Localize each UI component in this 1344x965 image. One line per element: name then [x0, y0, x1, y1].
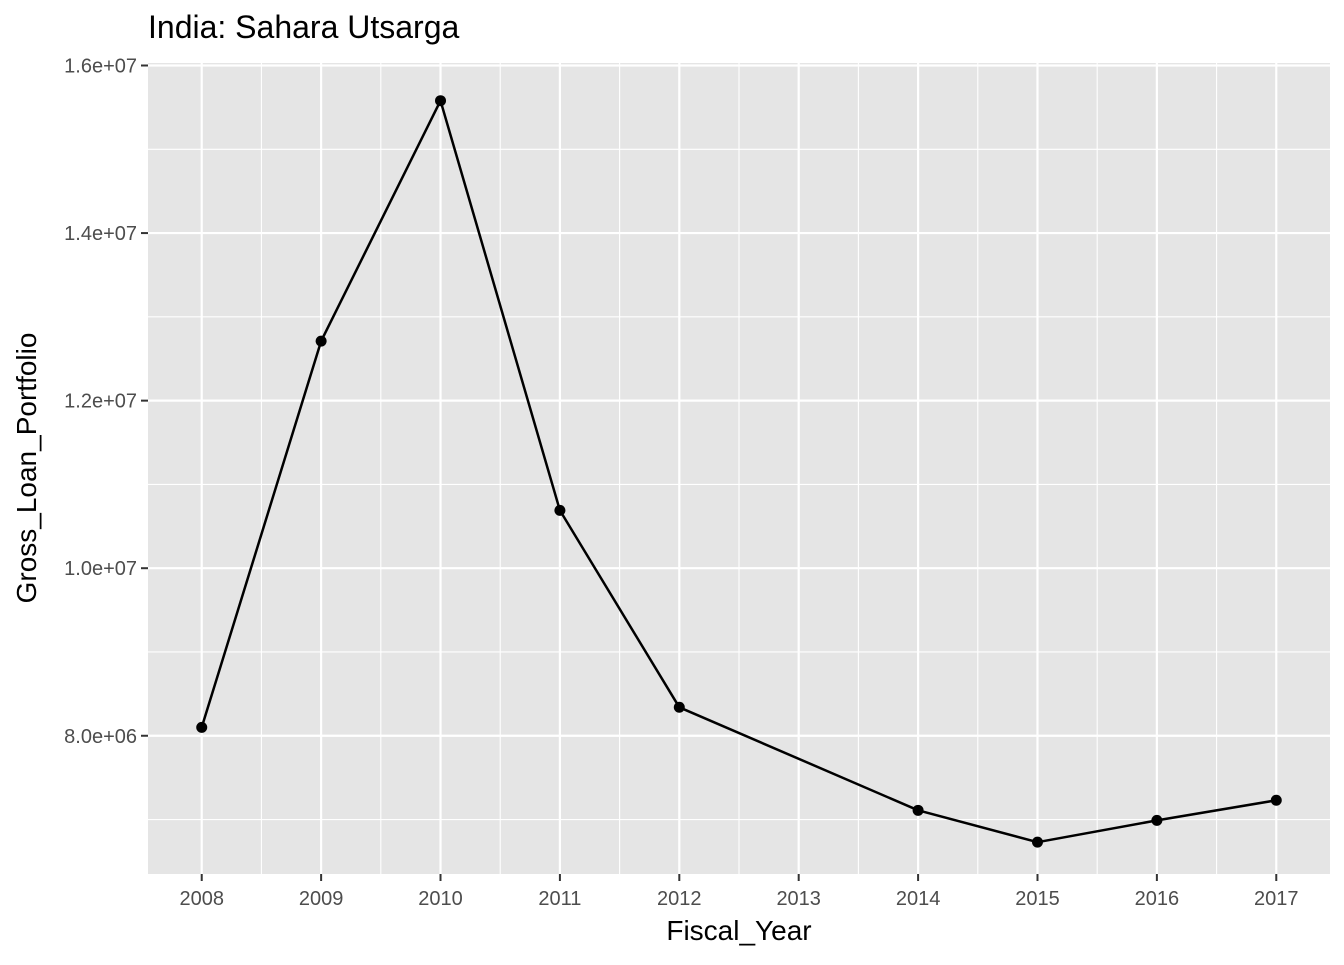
x-tick-label: 2012	[657, 888, 702, 910]
x-tick-label: 2009	[299, 888, 344, 910]
x-tick-label: 2013	[776, 888, 821, 910]
data-point	[554, 504, 566, 516]
data-point	[315, 335, 327, 347]
y-tick-label: 1.6e+07	[64, 56, 137, 78]
data-point	[1151, 814, 1163, 826]
x-tick-label: 2010	[418, 888, 463, 910]
y-tick-label: 1.0e+07	[64, 558, 137, 580]
data-point	[673, 701, 685, 713]
y-axis-title: Gross_Loan_Portfolio	[11, 333, 42, 604]
y-tick-label: 1.2e+07	[64, 391, 137, 413]
y-tick-label: 8.0e+06	[64, 726, 137, 748]
x-tick-label: 2011	[538, 888, 581, 910]
data-point	[435, 95, 447, 107]
x-tick-label: 2016	[1135, 888, 1180, 910]
data-point	[912, 804, 924, 816]
series-layer	[196, 95, 1282, 848]
y-tick-label: 1.4e+07	[64, 223, 137, 245]
chart-title: India: Sahara Utsarga	[148, 9, 460, 45]
x-tick-label: 2014	[896, 888, 941, 910]
x-axis: 2008 2009 2010 2011 2012 2013 2014 2015 2016 2017	[179, 874, 1299, 910]
data-point	[196, 721, 208, 733]
y-axis: 8.0e+06 1.0e+07 1.2e+07 1.4e+07 1.6e+07	[64, 56, 148, 748]
x-tick-label: 2008	[179, 888, 224, 910]
x-axis-title: Fiscal_Year	[666, 915, 811, 946]
gridlines	[148, 63, 1330, 874]
data-point	[1270, 794, 1282, 806]
x-tick-label: 2017	[1254, 888, 1299, 910]
data-point	[1031, 836, 1043, 848]
x-tick-label: 2015	[1015, 888, 1060, 910]
